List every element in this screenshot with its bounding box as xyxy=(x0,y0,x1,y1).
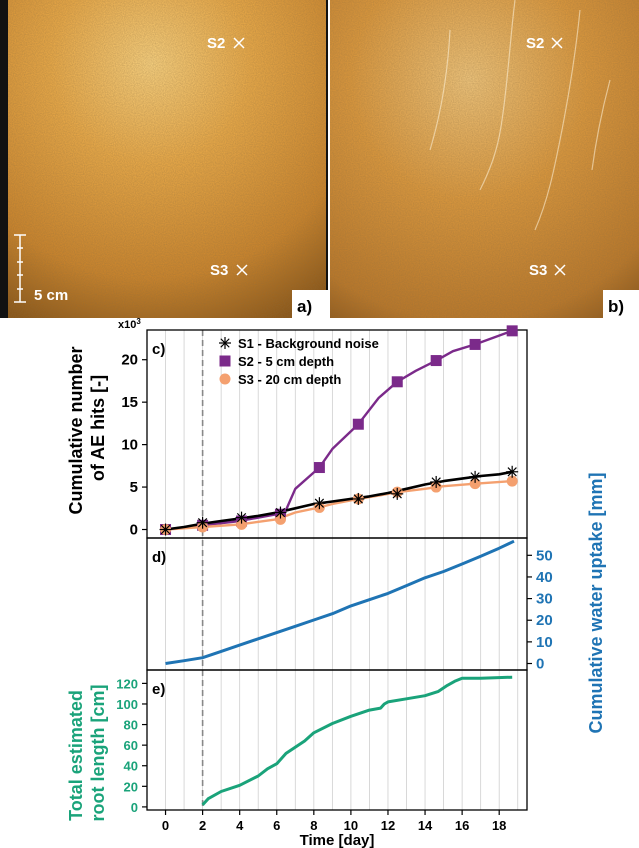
data-point xyxy=(506,475,518,487)
y-tick-label: 15 xyxy=(121,394,138,411)
data-point xyxy=(391,376,403,388)
data-point xyxy=(196,516,209,529)
x-tick-label: 8 xyxy=(310,818,317,833)
legend-entry-2: S2 - 5 cm depth xyxy=(238,354,334,369)
data-point xyxy=(219,355,231,367)
panel-label-box xyxy=(603,290,639,318)
soil-photo-b: S2 S3 b) xyxy=(330,0,639,318)
x-tick-label: 16 xyxy=(455,818,469,833)
gridlines xyxy=(165,330,519,810)
data-point xyxy=(506,325,518,337)
series-line-1 xyxy=(165,470,513,531)
marker-label-s3: S3 xyxy=(529,262,547,279)
scale-bar xyxy=(14,234,26,303)
sample-marker-s2: S2 xyxy=(207,35,245,52)
series xyxy=(159,325,519,806)
y-tick-label: 10 xyxy=(121,437,138,454)
y-tick-label: 50 xyxy=(536,547,553,564)
data-point xyxy=(236,518,248,530)
y-tick-label: 5 xyxy=(130,479,138,496)
data-point xyxy=(430,475,443,488)
y-tick-label: 100 xyxy=(116,697,138,712)
x-tick-label: 2 xyxy=(199,818,206,833)
panel-label-a: a) xyxy=(297,297,312,316)
x-tick-label: 6 xyxy=(273,818,280,833)
sample-marker-s3: S3 xyxy=(210,262,248,279)
x-tick-label: 14 xyxy=(418,818,433,833)
legend: S1 - Background noise S2 - 5 cm depth S3 -… xyxy=(219,336,379,387)
y-tick-label: 0 xyxy=(130,522,138,539)
root-length-ylabel: Total estimated root length [cm] xyxy=(66,685,108,822)
x-tick-label: 4 xyxy=(236,818,244,833)
data-point xyxy=(352,418,364,430)
x-tick-label: 18 xyxy=(492,818,506,833)
root-traces xyxy=(429,0,611,231)
panel-label-d: d) xyxy=(152,549,166,566)
cross-icon xyxy=(551,37,563,49)
y-tick-label: 30 xyxy=(536,591,553,608)
panel-label-e: e) xyxy=(152,681,165,698)
panel-label-box xyxy=(292,290,328,318)
marker-label-s3: S3 xyxy=(210,262,228,279)
panel-c-frame xyxy=(146,329,528,539)
ae-hits-ylabel: Cumulative number of AE hits [-] xyxy=(66,341,108,514)
cross-icon xyxy=(554,264,566,276)
cross-icon xyxy=(233,37,245,49)
x-tick-label: 0 xyxy=(162,818,169,833)
marker-label-s2: S2 xyxy=(207,35,225,52)
scale-bar-label: 5 cm xyxy=(34,287,68,304)
panel-label-c: c) xyxy=(152,341,165,358)
data-point xyxy=(274,513,286,525)
y-tick-label: 10 xyxy=(536,634,553,651)
x-tick-label: 12 xyxy=(381,818,395,833)
data-point xyxy=(159,523,172,536)
panel-e-frame xyxy=(146,669,528,811)
y-tick-label: 40 xyxy=(536,569,553,586)
data-point xyxy=(235,511,248,524)
water-uptake-line xyxy=(165,539,515,665)
y-tick-label: 20 xyxy=(124,779,138,794)
panel-label-b: b) xyxy=(608,297,624,316)
sample-marker-s3: S3 xyxy=(529,262,566,279)
y-tick-label: 20 xyxy=(121,352,138,369)
water-uptake-ylabel: Cumulative water uptake [mm] xyxy=(586,472,606,733)
legend-entry-1: S1 - Background noise xyxy=(238,336,379,351)
data-point xyxy=(469,470,482,483)
y-tick-label: 0 xyxy=(131,800,138,815)
y-tick-label: 40 xyxy=(124,759,138,774)
data-point xyxy=(274,506,287,519)
x-tick-label: 10 xyxy=(344,818,358,833)
data-point xyxy=(219,337,231,349)
marker-label-s2: S2 xyxy=(526,35,544,52)
y-tick-label: 20 xyxy=(536,612,553,629)
data-point xyxy=(352,492,365,505)
data-point xyxy=(391,487,404,500)
sample-marker-s2: S2 xyxy=(526,35,563,52)
legend-entry-3: S3 - 20 cm depth xyxy=(238,372,341,387)
y-tick-label: 80 xyxy=(124,718,138,733)
data-point xyxy=(469,478,481,490)
root-length-line xyxy=(201,675,513,806)
y-tick-label: 60 xyxy=(124,738,138,753)
y-multiplier: x103 xyxy=(118,318,141,331)
axes: 0 5 10 15 20 0 10 20 30 40 50 0 20 40 60 80 100 120 0 2 4 6 8 1… xyxy=(116,352,552,833)
y-tick-label: 0 xyxy=(536,656,544,673)
soil-photo-a: S2 S3 5 cm a) xyxy=(0,0,328,318)
ae-water-root-chart: 0 5 10 15 20 0 10 20 30 40 50 0 20 40 60 80 100 120 0 2 4 6 8 1… xyxy=(66,318,606,848)
time-xlabel: Time [day] xyxy=(300,832,375,848)
data-point xyxy=(430,355,442,367)
data-point xyxy=(506,465,519,478)
panel-frames xyxy=(146,329,528,811)
data-point xyxy=(219,373,231,385)
data-point xyxy=(313,497,326,510)
y-tick-label: 120 xyxy=(116,676,138,691)
data-point xyxy=(469,338,481,350)
data-point xyxy=(313,462,325,474)
panel-d-frame xyxy=(146,537,528,671)
cross-icon xyxy=(236,264,248,276)
